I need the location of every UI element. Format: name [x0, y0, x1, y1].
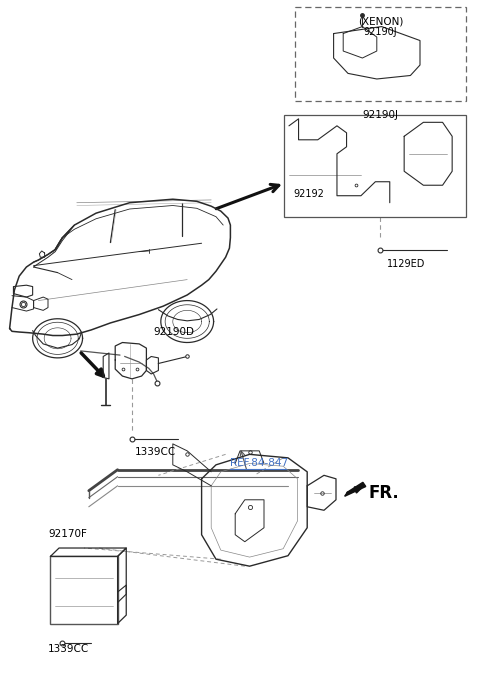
Text: 92190J: 92190J [362, 110, 398, 120]
Bar [284, 115, 466, 217]
Text: 1339CC: 1339CC [134, 447, 176, 457]
Text: 1129ED: 1129ED [387, 259, 426, 268]
Text: 92190J: 92190J [363, 27, 397, 36]
Text: 92190D: 92190D [154, 327, 194, 337]
Text: 92192: 92192 [294, 189, 324, 199]
Text: (XENON): (XENON) [358, 16, 403, 26]
Polygon shape [345, 482, 366, 496]
Bar [295, 7, 466, 101]
Bar [50, 556, 118, 624]
Text: FR.: FR. [369, 484, 399, 502]
Text: 1339CC: 1339CC [48, 644, 89, 654]
Text: REF.84-847: REF.84-847 [230, 459, 288, 468]
Text: 92170F: 92170F [48, 529, 87, 539]
